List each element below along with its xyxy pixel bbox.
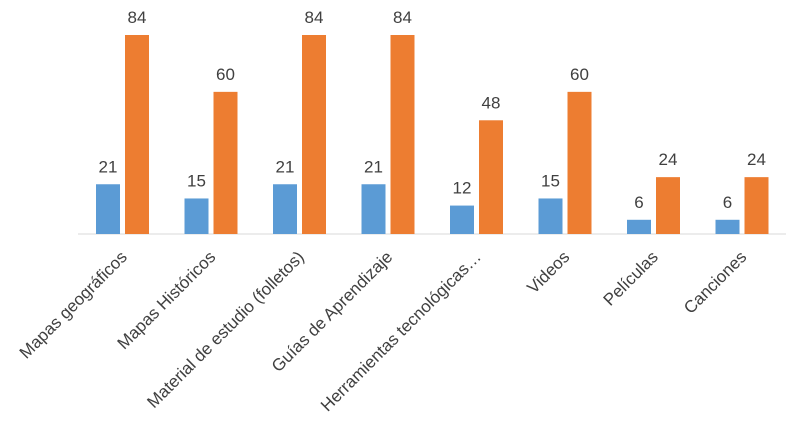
bar <box>125 35 149 234</box>
bar <box>627 219 651 234</box>
x-tick-label: Películas <box>600 247 662 309</box>
value-label: 15 <box>541 171 560 190</box>
bar <box>273 184 297 234</box>
x-tick-label: Herramientas tecnológicas… <box>317 247 485 415</box>
value-label: 24 <box>659 150 678 169</box>
bar <box>656 177 680 234</box>
bar <box>567 91 592 234</box>
bar <box>715 219 740 234</box>
bar <box>744 177 769 234</box>
value-label: 21 <box>99 157 118 176</box>
value-label: 48 <box>482 93 501 112</box>
value-label: 21 <box>276 157 295 176</box>
bar <box>538 198 563 234</box>
value-label: 24 <box>747 150 766 169</box>
bar <box>213 91 238 234</box>
bar <box>302 35 326 234</box>
value-label: 15 <box>187 171 206 190</box>
value-label: 60 <box>570 65 589 84</box>
value-label: 84 <box>128 8 147 27</box>
bar <box>479 120 503 234</box>
value-label: 12 <box>453 179 472 198</box>
value-label: 21 <box>364 157 383 176</box>
x-tick-label: Canciones <box>680 247 750 317</box>
value-label: 84 <box>305 8 324 27</box>
value-label: 6 <box>634 193 643 212</box>
bar <box>390 35 415 234</box>
value-label: 6 <box>723 193 732 212</box>
bar <box>450 205 474 234</box>
x-tick-label: Videos <box>523 247 573 297</box>
x-tick-label: Mapas geográficos <box>16 247 131 362</box>
bar <box>361 184 386 234</box>
x-tick-label: Material de estudio (folletos) <box>143 247 307 411</box>
value-label: 84 <box>393 8 412 27</box>
bar <box>184 198 209 234</box>
bar <box>96 184 120 234</box>
value-label: 60 <box>216 65 235 84</box>
